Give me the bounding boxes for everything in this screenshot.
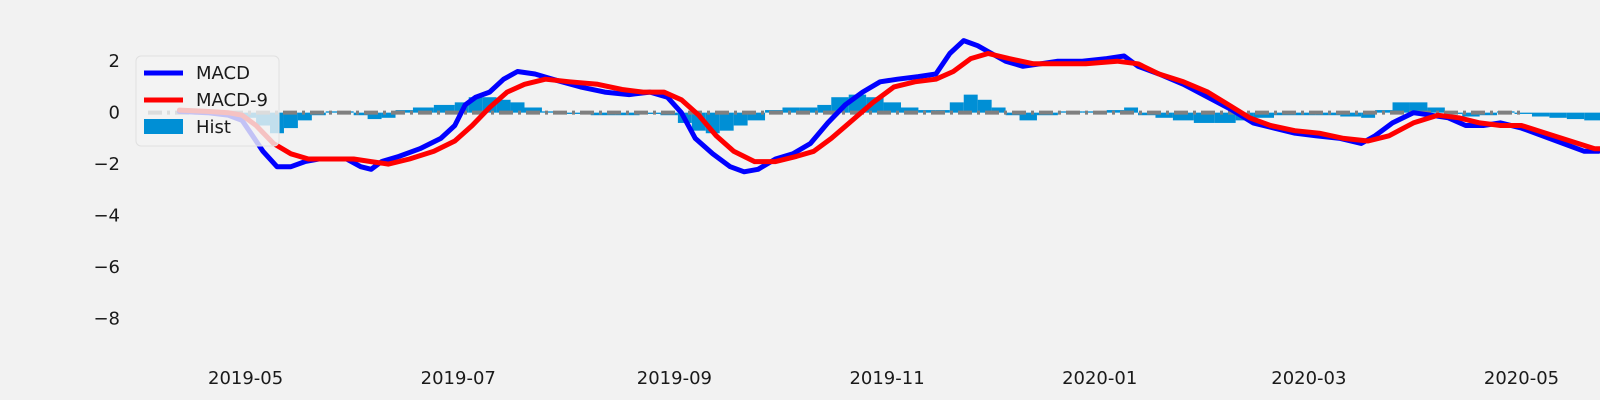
hist-bar (1340, 112, 1362, 117)
hist-bar (1409, 102, 1428, 113)
hist-bar (353, 112, 368, 116)
x-tick-label: 2019-05 (208, 368, 283, 389)
hist-bar (949, 102, 964, 113)
x-tick-label: 2019-09 (637, 368, 712, 389)
hist-bar (1019, 112, 1037, 121)
hist-bar (1214, 112, 1236, 123)
hist-bar (325, 111, 340, 113)
hist-bar (1193, 112, 1215, 123)
hist-bar (733, 112, 748, 126)
hist-bar (297, 112, 312, 121)
y-axis-ticks: 2 0 −2 −4 −6 −8 (93, 51, 120, 329)
hist-bar (977, 99, 992, 113)
hist-bar (1566, 112, 1585, 120)
hist-bar (817, 104, 832, 113)
hist-bar (1514, 112, 1532, 114)
hist-bar (1392, 102, 1410, 113)
hist-bar (719, 112, 734, 131)
series-lines (176, 38, 1600, 175)
hist-bar (1253, 112, 1275, 118)
x-tick-label: 2019-07 (421, 368, 496, 389)
hist-bar (1138, 112, 1156, 116)
hist-bar (1584, 112, 1600, 121)
hist-bar (782, 107, 800, 113)
hist-bar (381, 112, 396, 118)
y-tick-label: −4 (93, 206, 120, 227)
hist-bar (1531, 112, 1550, 117)
hist-bar (1172, 112, 1194, 121)
x-tick-label: 2019-11 (849, 368, 924, 389)
legend-swatch (144, 119, 183, 134)
hist-bar (590, 112, 616, 116)
hist-bar (524, 107, 542, 113)
series-line-macd-9 (176, 51, 1600, 167)
hist-bar (1427, 107, 1445, 113)
hist-bar (367, 112, 382, 120)
y-tick-label: −2 (93, 154, 120, 175)
x-axis-ticks: 2019-05 2019-07 2019-09 2019-11 2020-01 2020-… (208, 368, 1559, 389)
hist-bar (283, 112, 298, 129)
hist-bar (1124, 107, 1139, 113)
hist-bar (991, 107, 1006, 113)
hist-bar (1549, 112, 1567, 118)
legend-label: MACD (196, 63, 250, 84)
hist-bar (510, 102, 525, 113)
x-tick-label: 2020-03 (1271, 368, 1346, 389)
x-tick-label: 2020-05 (1484, 368, 1559, 389)
hist-bars (179, 94, 1600, 134)
hist-bar (900, 107, 919, 113)
hist-bar (496, 99, 511, 113)
legend-label: MACD-9 (196, 90, 268, 111)
hist-bar (883, 102, 901, 113)
y-tick-label: −8 (93, 309, 120, 330)
x-tick-label: 2020-01 (1062, 368, 1137, 389)
hist-bar (1361, 112, 1376, 118)
y-tick-label: 0 (109, 103, 120, 124)
hist-bar (1462, 112, 1480, 117)
hist-bar (747, 112, 766, 121)
hist-bar (1294, 112, 1316, 116)
hist-bar (639, 112, 661, 114)
hist-bar (433, 104, 455, 113)
hist-bar (1479, 112, 1498, 116)
hist-bar (412, 107, 434, 113)
y-tick-label: −6 (93, 257, 120, 278)
y-tick-label: 2 (109, 51, 120, 72)
hist-bar (866, 97, 884, 113)
hist-bar (566, 112, 591, 114)
legend: MACD MACD-9 Hist (135, 55, 280, 147)
series-line-macd (176, 38, 1600, 175)
hist-bar (799, 107, 818, 113)
hist-bar (963, 94, 978, 113)
legend-label: Hist (196, 117, 231, 138)
plot-area (148, 38, 1600, 175)
hist-bar (918, 110, 936, 113)
hist-bar (1155, 112, 1173, 118)
hist-bar (1106, 110, 1125, 113)
